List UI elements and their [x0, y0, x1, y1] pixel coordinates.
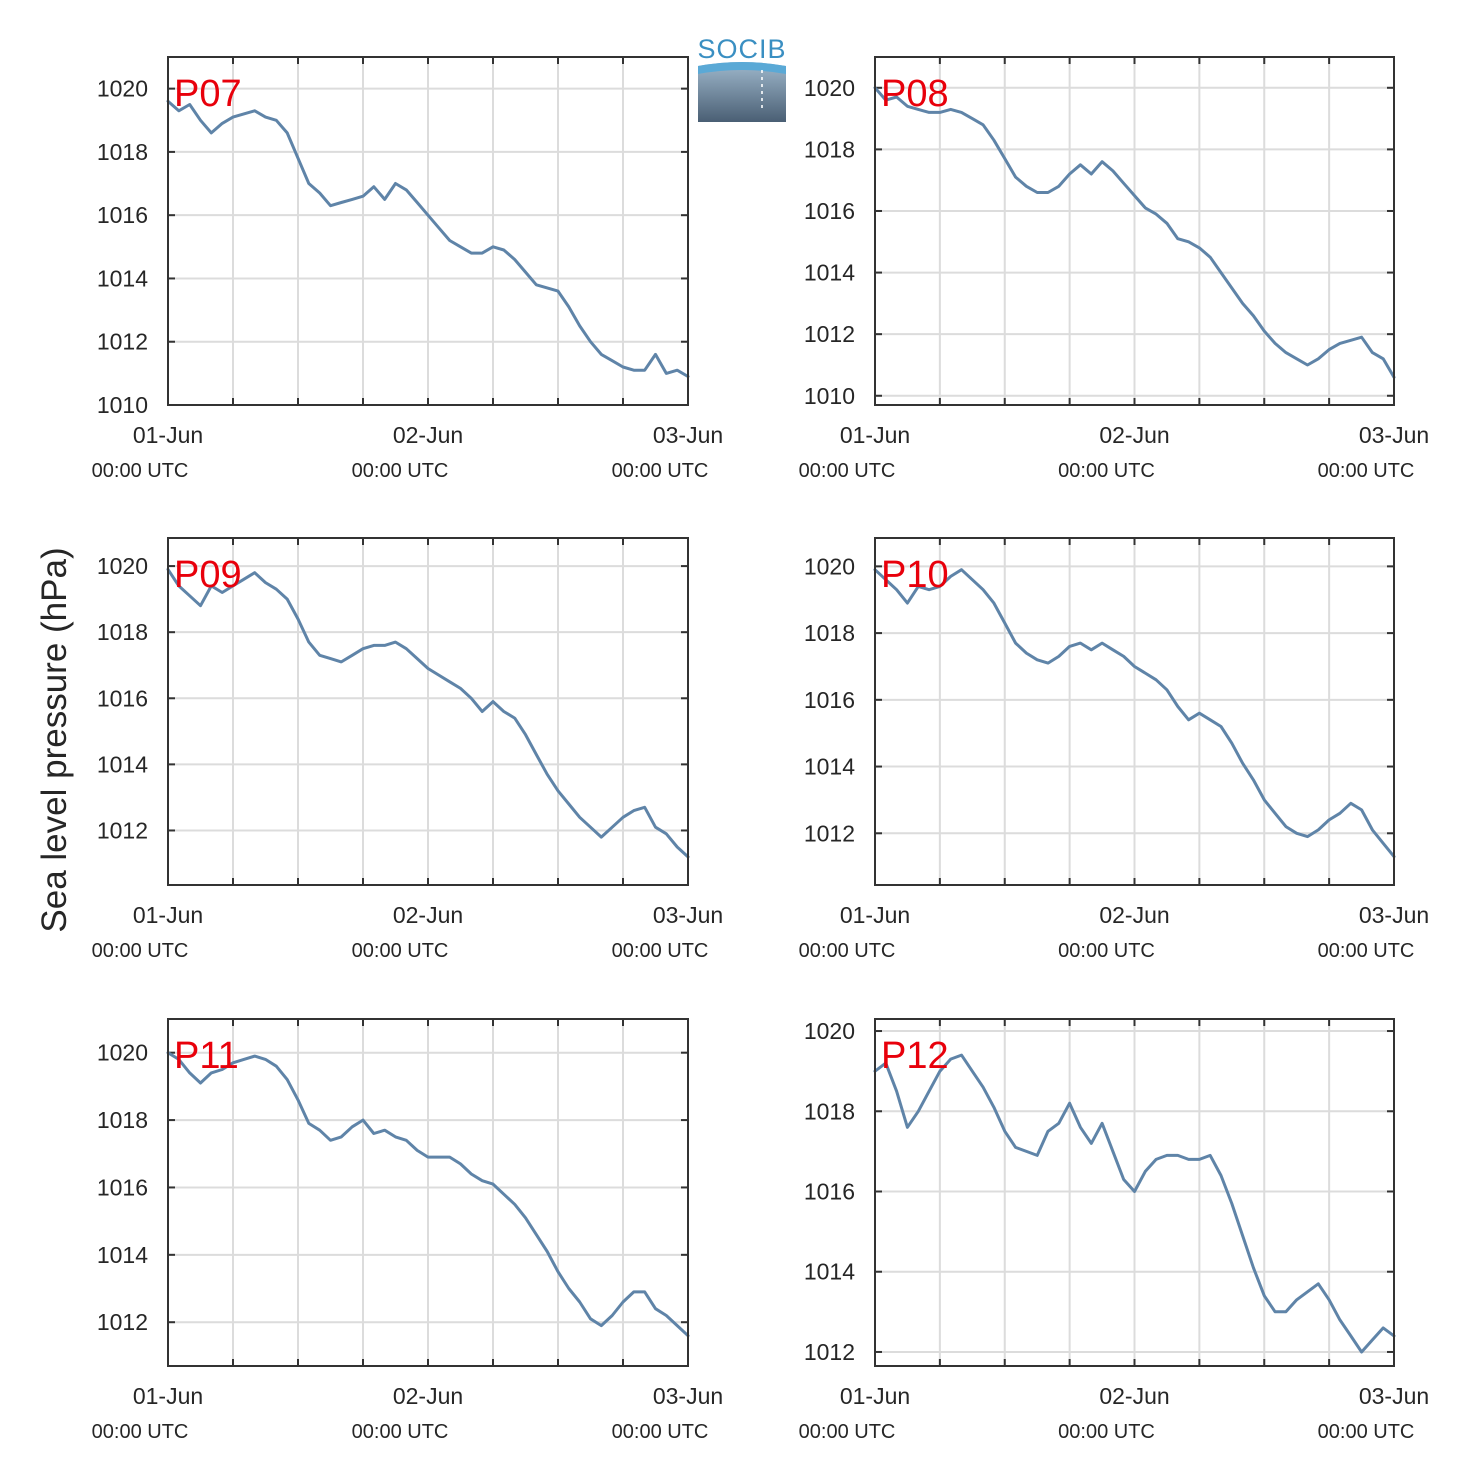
pressure-series-line [166, 99, 690, 378]
x-tick-time-label: 00:00 UTC [799, 460, 896, 482]
x-tick-time-label: 00:00 UTC [1058, 1421, 1155, 1443]
x-tick-date-label: 03-Jun [1359, 1383, 1429, 1409]
plot-frame [167, 537, 689, 886]
y-tick-label: 1020 [97, 76, 148, 102]
x-tick-date-label: 01-Jun [840, 1383, 910, 1409]
y-tick-label: 1016 [97, 1174, 148, 1200]
y-tick-label: 1018 [97, 1107, 148, 1133]
y-tick-label: 1012 [804, 321, 855, 347]
y-tick-label: 1020 [804, 1018, 855, 1044]
x-tick-date-label: 01-Jun [133, 422, 203, 448]
y-tick-label: 1014 [804, 1259, 855, 1285]
y-tick-label: 1020 [97, 553, 148, 579]
x-tick-time-label: 00:00 UTC [612, 1421, 709, 1443]
station-label: P12 [881, 1035, 949, 1077]
x-tick-date-label: 02-Jun [393, 422, 463, 448]
y-tick-label: 1018 [804, 620, 855, 646]
station-label: P07 [174, 73, 242, 115]
panel-p09: 1012 1014 1016 1018 1020 01-Jun 00:00 UTC 02-Ju… [92, 537, 723, 962]
plot-frame [874, 56, 1395, 406]
y-tick-label: 1016 [804, 198, 855, 224]
y-tick-label: 1020 [804, 75, 855, 101]
x-tick-date-label: 02-Jun [1099, 422, 1169, 448]
x-tick-time-label: 00:00 UTC [799, 1421, 896, 1443]
x-tick-date-label: 02-Jun [1099, 1383, 1169, 1409]
plot-frame [167, 56, 689, 406]
station-label: P08 [881, 73, 949, 115]
x-tick-date-label: 03-Jun [1359, 422, 1429, 448]
y-tick-label: 1016 [804, 1178, 855, 1204]
panel-p10: 1012 1014 1016 1018 1020 01-Jun 00:00 UTC 02-Ju… [799, 537, 1429, 962]
y-tick-label: 1018 [804, 1098, 855, 1124]
y-tick-label: 1014 [804, 260, 855, 286]
x-tick-date-label: 01-Jun [133, 902, 203, 928]
plot-frame [874, 537, 1395, 886]
x-tick-time-label: 00:00 UTC [1058, 460, 1155, 482]
plot-frame [874, 1018, 1395, 1367]
panel-p12: 1012 1014 1016 1018 1020 01-Jun 00:00 UTC 02-Ju… [799, 1018, 1429, 1443]
x-tick-date-label: 03-Jun [653, 902, 723, 928]
x-tick-date-label: 03-Jun [653, 422, 723, 448]
y-tick-label: 1014 [804, 754, 855, 780]
y-tick-label: 1010 [97, 392, 148, 418]
y-tick-label: 1012 [97, 1309, 148, 1335]
y-tick-label: 1012 [804, 820, 855, 846]
panel-p11: 1012 1014 1016 1018 1020 01-Jun 00:00 UTC 02-Ju… [92, 1018, 723, 1443]
x-tick-date-label: 03-Jun [1359, 902, 1429, 928]
station-label: P09 [174, 554, 242, 596]
y-tick-label: 1012 [804, 1339, 855, 1365]
panel-p07: 1010 1012 1014 1016 1018 1020 01-Jun 00:00 UTC 0… [92, 56, 723, 482]
x-tick-time-label: 00:00 UTC [352, 1421, 449, 1443]
y-axis-label: Sea level pressure (hPa) [35, 547, 74, 932]
y-tick-label: 1012 [97, 817, 148, 843]
x-tick-time-label: 00:00 UTC [1058, 940, 1155, 962]
y-tick-label: 1014 [97, 1242, 148, 1268]
x-tick-time-label: 00:00 UTC [799, 940, 896, 962]
y-tick-label: 1016 [804, 687, 855, 713]
x-tick-date-label: 02-Jun [393, 902, 463, 928]
logo-text: SOCIB [697, 34, 786, 64]
x-tick-date-label: 02-Jun [393, 1383, 463, 1409]
x-tick-time-label: 00:00 UTC [352, 460, 449, 482]
x-tick-time-label: 00:00 UTC [612, 460, 709, 482]
pressure-series-line [873, 86, 1396, 379]
pressure-series-line [166, 1051, 690, 1338]
panel-p08: 1010 1012 1014 1016 1018 1020 01-Jun 00:00 UTC 0… [799, 56, 1429, 482]
x-tick-date-label: 01-Jun [840, 902, 910, 928]
pressure-series-line [873, 1053, 1396, 1354]
y-tick-label: 1010 [804, 383, 855, 409]
x-tick-date-label: 01-Jun [840, 422, 910, 448]
y-tick-label: 1014 [97, 751, 148, 777]
y-tick-label: 1014 [97, 265, 148, 291]
x-tick-time-label: 00:00 UTC [92, 460, 189, 482]
y-tick-label: 1018 [97, 139, 148, 165]
y-tick-label: 1020 [97, 1040, 148, 1066]
station-label: P11 [174, 1035, 239, 1077]
y-tick-label: 1016 [97, 202, 148, 228]
x-tick-time-label: 00:00 UTC [612, 940, 709, 962]
x-tick-date-label: 02-Jun [1099, 902, 1169, 928]
x-tick-time-label: 00:00 UTC [352, 940, 449, 962]
plot-frame [167, 1018, 689, 1367]
x-tick-time-label: 00:00 UTC [1318, 460, 1415, 482]
pressure-series-line [873, 568, 1396, 859]
y-tick-label: 1020 [804, 553, 855, 579]
x-tick-time-label: 00:00 UTC [1318, 1421, 1415, 1443]
x-tick-date-label: 01-Jun [133, 1383, 203, 1409]
socib-logo: SOCIB [697, 34, 786, 122]
x-tick-time-label: 00:00 UTC [1318, 940, 1415, 962]
y-tick-label: 1016 [97, 685, 148, 711]
pressure-series-line [166, 567, 690, 859]
y-tick-label: 1012 [97, 329, 148, 355]
x-tick-date-label: 03-Jun [653, 1383, 723, 1409]
x-tick-time-label: 00:00 UTC [92, 1421, 189, 1443]
x-tick-time-label: 00:00 UTC [92, 940, 189, 962]
y-tick-label: 1018 [97, 619, 148, 645]
station-label: P10 [881, 554, 949, 596]
y-tick-label: 1018 [804, 136, 855, 162]
